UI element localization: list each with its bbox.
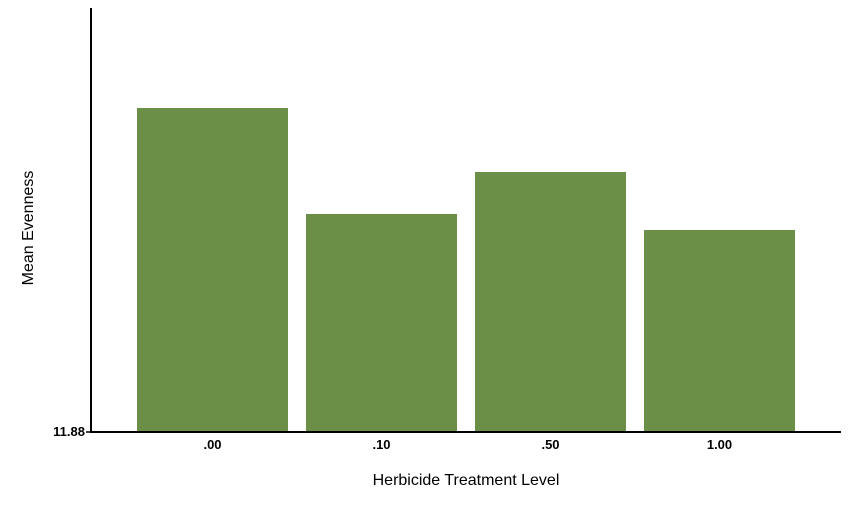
bar-0 [137,108,288,432]
y-tick-label-0: 11.88 [53,424,85,439]
x-ticks-layer: .00 .10 .50 1.00 [203,437,732,452]
bar-3 [644,230,795,432]
x-tick-label-3: 1.00 [707,437,732,452]
bars-layer [137,108,795,432]
y-ticks-layer: 11.88 [53,424,91,439]
x-tick-label-1: .10 [372,437,390,452]
x-tick-label-2: .50 [541,437,559,452]
bar-1 [306,214,457,432]
x-tick-label-0: .00 [203,437,221,452]
y-axis-title: Mean Evenness [20,171,37,286]
bar-2 [475,172,626,432]
x-axis-title: Herbicide Treatment Level [373,472,560,489]
